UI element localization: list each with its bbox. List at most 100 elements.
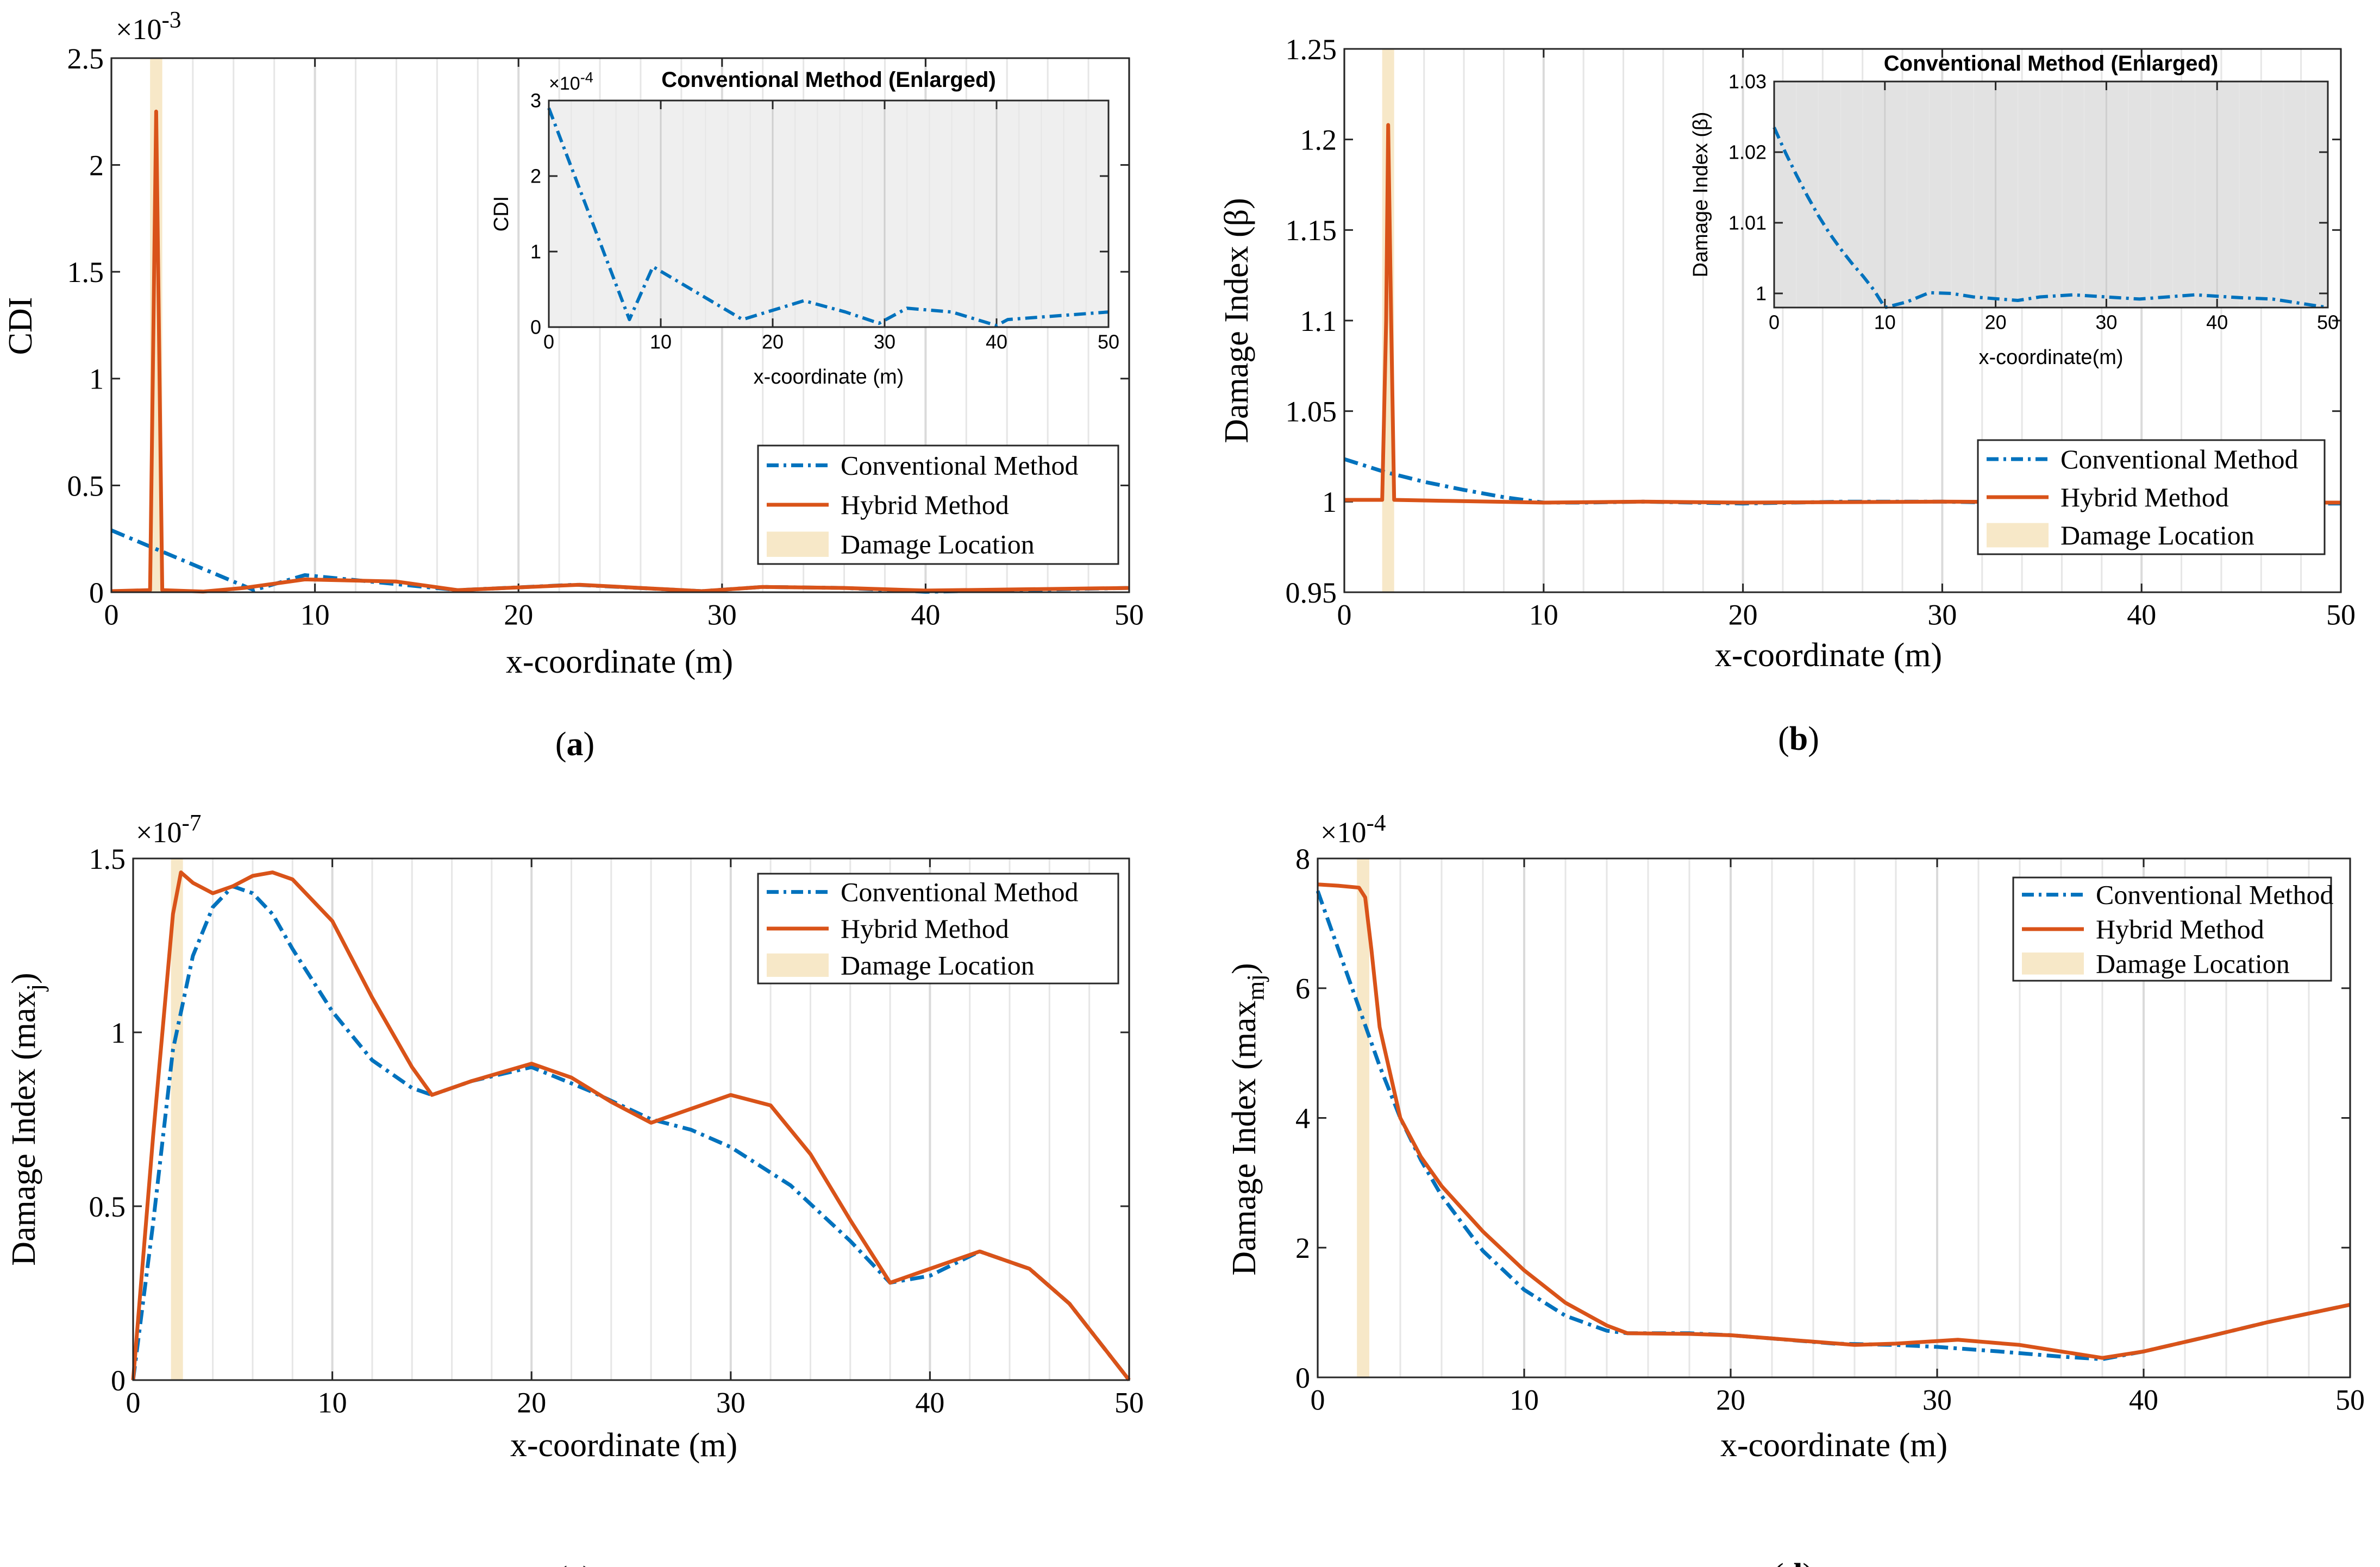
x-tick-label: 20 [762, 331, 784, 353]
y-exponent-label: ×10-4 [1320, 810, 1386, 849]
legend-conventional-method: Conventional Method [841, 877, 1078, 907]
y-tick-label: 1 [1756, 283, 1767, 305]
x-tick-label: 20 [1716, 1383, 1745, 1416]
x-tick-label: 40 [2127, 598, 2156, 631]
y-tick-label: 1.5 [67, 256, 104, 289]
y-tick-label: 1 [1322, 486, 1337, 518]
axes-frame [1317, 857, 2351, 1378]
axes-frame [548, 99, 1110, 328]
x-tick-label: 50 [1114, 1386, 1144, 1419]
axes-frame [1773, 80, 2329, 309]
y-tick-label: 2 [530, 165, 541, 187]
x-tick-label: 0 [104, 598, 119, 631]
x-tick-label: 20 [1985, 311, 2007, 334]
x-tick-label: 30 [716, 1386, 746, 1419]
x-tick-label: 30 [707, 598, 737, 631]
x-tick-label: 10 [650, 331, 672, 353]
legend-swatch-damage [2022, 952, 2084, 975]
legend-hybrid-method: Hybrid Method [841, 490, 1009, 520]
y-tick-label: 0 [89, 576, 104, 609]
y-tick-label: 1.03 [1728, 71, 1767, 93]
series-hybrid-method [1317, 882, 2351, 1360]
y-tick-label: 2 [89, 149, 104, 182]
y-tick-label: 1 [111, 1017, 126, 1049]
y-axis-label-group: Damage Index (maxj) [5, 973, 49, 1266]
inset-x-axis-label: x-coordinate(m) [1978, 346, 2123, 369]
inset-plot-area [1774, 82, 2328, 308]
x-tick-label: 20 [504, 598, 533, 631]
y-axis-label-group: Damage Index (maxmj) [1226, 963, 1269, 1275]
x-tick-label: 0 [543, 331, 554, 353]
y-axis-label: Damage Index (β) [1218, 198, 1255, 443]
inset-y-label-group: Damage Index (β) [1689, 112, 1712, 278]
inset-series-conventional-method [1773, 127, 2328, 309]
y-exponent-label: ×10-3 [116, 7, 181, 46]
y-tick-label: 0.5 [89, 1190, 126, 1223]
series-hybrid-method [111, 109, 1130, 594]
inset-x-axis-label: x-coordinate (m) [754, 366, 904, 388]
legend-hybrid-method: Hybrid Method [2096, 914, 2264, 944]
panel-c: 0 0.5 1 1.5 0 10 20 30 40 50 ×10-7 x-coordinate (m)… [5, 810, 1144, 1567]
legend-damage-location: Damage Location [2096, 948, 2290, 979]
x-tick-label: 0 [1311, 1383, 1325, 1416]
x-tick-label: 0 [1769, 311, 1780, 334]
y-tick-label: 0 [530, 316, 541, 339]
axes-frame [132, 857, 1130, 1381]
legend-hybrid-method: Hybrid Method [841, 913, 1009, 944]
y-axis-label-group: Damage Index (β) [1218, 198, 1255, 443]
damage-location-band [171, 858, 183, 1380]
y-tick-label: 2 [1295, 1232, 1310, 1264]
y-tick-label: 3 [530, 90, 541, 112]
inset-plot-area [549, 101, 1108, 327]
y-tick-label: 1.05 [1286, 396, 1337, 428]
y-tick-label: 1 [89, 363, 104, 396]
inset-y-axis-label: Damage Index (β) [1689, 112, 1712, 278]
x-axis-label: x-coordinate (m) [510, 1427, 737, 1464]
x-tick-label: 10 [1510, 1383, 1539, 1416]
x-axis-label: x-coordinate (m) [1720, 1427, 1947, 1464]
y-tick-label: 8 [1295, 843, 1310, 875]
y-tick-label: 2.5 [67, 42, 104, 75]
inset-series-conventional-method [547, 107, 1109, 328]
inset-y-axis-label: CDI [490, 196, 513, 231]
legend-damage-location: Damage Location [2060, 520, 2254, 550]
series-hybrid-method [1344, 123, 2341, 505]
x-tick-label: 40 [2206, 311, 2228, 334]
legend-hybrid-method: Hybrid Method [2060, 482, 2229, 512]
legend-swatch-damage [1987, 523, 2049, 548]
y-tick-label: 1.02 [1728, 141, 1767, 164]
x-tick-label: 40 [2129, 1383, 2158, 1416]
legend-damage-location: Damage Location [841, 950, 1035, 980]
x-tick-label: 50 [2335, 1383, 2365, 1416]
legend-swatch-damage [767, 953, 829, 977]
panel-a: 00.511.522.50 10 20 30 40 50×10-3x-coordinate… [2, 7, 1144, 763]
x-tick-label: 50 [2326, 598, 2356, 631]
damage-location-band [1357, 858, 1369, 1377]
x-axis-label: x-coordinate (m) [506, 643, 733, 680]
inset-chart: 1 1.01 1.02 1.03 0 10 20 30 40 50 Conventional Met… [1689, 52, 2339, 369]
y-tick-label: 1 [530, 241, 541, 263]
panel-d: 0 2 4 6 8 0 10 20 30 40 50 ×10-4 x-coordinate (m) Dam… [1226, 810, 2365, 1567]
x-tick-label: 10 [1529, 598, 1558, 631]
y-axis-label: Damage Index (maxmj) [1226, 963, 1269, 1275]
y-tick-label: 0 [1295, 1362, 1310, 1394]
x-tick-label: 20 [1728, 598, 1758, 631]
x-tick-label: 40 [986, 331, 1007, 353]
x-tick-label: 0 [126, 1386, 141, 1419]
legend-swatch-damage [767, 531, 829, 557]
x-tick-label: 30 [2095, 311, 2117, 334]
axes-frame [110, 57, 1130, 593]
y-tick-label: 1.2 [1300, 124, 1337, 156]
series-hybrid-method [131, 870, 1131, 1382]
y-tick-label: 0.95 [1286, 576, 1337, 609]
x-tick-label: 40 [911, 598, 940, 631]
x-tick-label: 30 [1922, 1383, 1952, 1416]
y-exponent-label: ×10-7 [136, 810, 201, 849]
x-tick-label: 10 [318, 1386, 347, 1419]
x-tick-label: 40 [915, 1386, 944, 1419]
y-axis-label: Damage Index (maxj) [5, 973, 49, 1266]
y-axis-label-group: CDI [2, 297, 39, 355]
y-tick-label: 1.01 [1728, 212, 1767, 234]
